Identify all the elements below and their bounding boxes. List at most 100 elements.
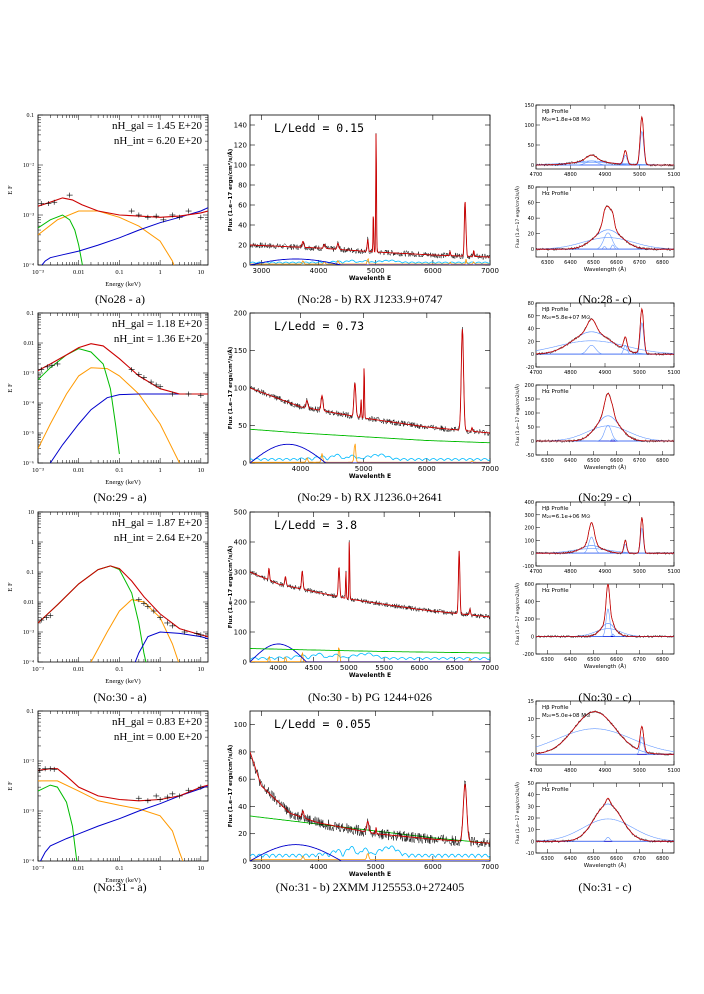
observed-spectrum-line [250, 133, 490, 260]
data-point [38, 367, 45, 373]
x-tick-label: 6000 [424, 267, 442, 275]
fitted-profile-line [536, 115, 674, 166]
data-point [157, 615, 164, 621]
spectrum-plot: 0 20 40 60 80 100 120 140 3000 4000 5000 6000 7000 Wa… [227, 114, 499, 282]
y-tick-label: 400 [524, 500, 534, 506]
feii-template-line [250, 259, 490, 264]
y-tick-label: 0.1 [27, 570, 35, 576]
x-tick-label: 5000 [633, 768, 646, 774]
x-tick-label: 6700 [633, 657, 646, 663]
nh-annotation: nH_gal = 0.83 E+20 [111, 716, 202, 728]
x-tick-label: 4000 [310, 863, 328, 871]
x-tick-label: 4700 [530, 172, 543, 178]
data-point [144, 604, 151, 610]
x-tick-label: 0.1 [115, 666, 123, 673]
very-broad-component-line [536, 818, 674, 842]
broad-component-line [536, 803, 674, 842]
fitted-profile-line [536, 307, 674, 355]
x-tick-label: 4700 [530, 370, 543, 376]
model-comptt-line [38, 210, 175, 265]
y-tick-label: 150 [524, 397, 534, 403]
data-point [140, 600, 147, 606]
balmer-continuum-line [250, 443, 490, 463]
observed-spectrum-line [250, 755, 490, 849]
x-tick-label: 0.01 [73, 269, 84, 276]
y-tick-label: 0 [243, 858, 247, 866]
very-broad-component-line [536, 425, 674, 442]
x-tick-label: 5100 [668, 370, 681, 376]
broad-component-line [536, 331, 674, 355]
x-tick-label: 3000 [253, 863, 271, 871]
x-tick-label: 6400 [564, 657, 577, 663]
y-axis-label: Flux (1.e−17 ergs/cm²/s/Å) [227, 148, 234, 231]
fitted-profile-line [536, 205, 674, 250]
y-tick-label: 0 [531, 163, 534, 169]
data-point [164, 794, 171, 800]
data-point [185, 208, 192, 214]
data-point [169, 391, 176, 397]
y-tick-label: 0 [531, 247, 534, 253]
line-profile-panel: 0 5 10 15 4700 4800 4900 5000 5100 -10 0 10 20 30 40 50… [514, 699, 680, 869]
line-profile-panel: -20 0 20 40 60 80 4700 4800 4900 5000 5100 -50 0 50 10… [514, 301, 680, 471]
x-tick-label: 4000 [310, 267, 328, 275]
x-tick-label: 5000 [367, 863, 385, 871]
y-tick-label: 150 [234, 347, 247, 355]
data-point [135, 212, 142, 218]
panel-caption: (No28 - a) [95, 292, 145, 306]
profile-label: Hα Profile [542, 389, 569, 395]
data-point [197, 784, 204, 790]
sed-panel: 10⁻⁶ 10⁻⁵ 10⁻⁴ 10⁻³ 0.01 0.1 10⁻³ 0.01 0.1 1 10 Ene… [7, 311, 209, 486]
axes-frame [249, 511, 491, 663]
balmer-continuum-line [250, 643, 490, 662]
y-tick-label: 200 [234, 310, 247, 318]
y-tick-label: 0.01 [24, 341, 35, 347]
powerlaw-continuum-line [250, 648, 490, 654]
x-tick-label: 6000 [424, 863, 442, 871]
x-tick-label: 4800 [564, 172, 577, 178]
data-point [128, 208, 135, 214]
x-tick-label: 4000 [292, 465, 310, 473]
model-total-line [38, 565, 208, 638]
x-tick-label: 10⁻³ [32, 865, 44, 872]
line-profile-plot: 0 50 100 150 4700 4800 4900 5000 5100 0 20 40 60 80 63… [514, 103, 680, 273]
x-tick-label: 1 [158, 269, 161, 276]
narrow-component-line [536, 130, 674, 166]
model-comptt-line [38, 780, 184, 861]
data-point [66, 192, 73, 198]
x-tick-label: 6300 [541, 856, 554, 862]
data-point [164, 620, 171, 626]
feii-template-line [250, 453, 490, 462]
x-tick-label: 6700 [633, 856, 646, 862]
x-tick-label: 6400 [564, 856, 577, 862]
y-tick-label: 100 [524, 123, 534, 129]
x-tick-label: 5000 [367, 267, 385, 275]
nh-annotation: nH_int = 2.64 E+20 [113, 532, 202, 544]
x-tick-label: 5500 [375, 664, 393, 672]
x-tick-label: 1 [158, 467, 161, 474]
y-tick-label: 10⁻³ [23, 809, 34, 815]
x-tick-label: 5100 [668, 172, 681, 178]
y-tick-label: 60 [238, 776, 247, 784]
y-tick-label: -10 [526, 851, 534, 857]
y-tick-label: 10⁻² [23, 759, 34, 765]
x-tick-label: 4900 [599, 370, 612, 376]
y-tick-label: 150 [524, 103, 534, 109]
x-tick-label: 7000 [481, 267, 499, 275]
x-tick-label: 6300 [541, 260, 554, 266]
very-broad-component-line [536, 237, 674, 250]
model-powerlaw-line [41, 207, 208, 265]
x-axis-label: Wavelength (Å) [584, 464, 626, 471]
data-point [169, 623, 176, 629]
data-point [48, 362, 55, 368]
data-point [197, 632, 204, 638]
data-point [51, 199, 58, 205]
bottom-axes-frame [535, 782, 675, 854]
x-tick-label: 3000 [253, 267, 271, 275]
line-profile-panel: 0 50 100 150 4700 4800 4900 5000 5100 0 20 40 60 80 63… [514, 103, 680, 273]
y-tick-label: 50 [528, 781, 534, 787]
data-point [38, 617, 45, 623]
line-profile-panel: -100 0 100 200 300 400 4700 4800 4900 5000 5100 -20… [514, 500, 680, 670]
black-hole-mass-label: M₂₀=5.8e+07 M⊙ [542, 315, 591, 321]
